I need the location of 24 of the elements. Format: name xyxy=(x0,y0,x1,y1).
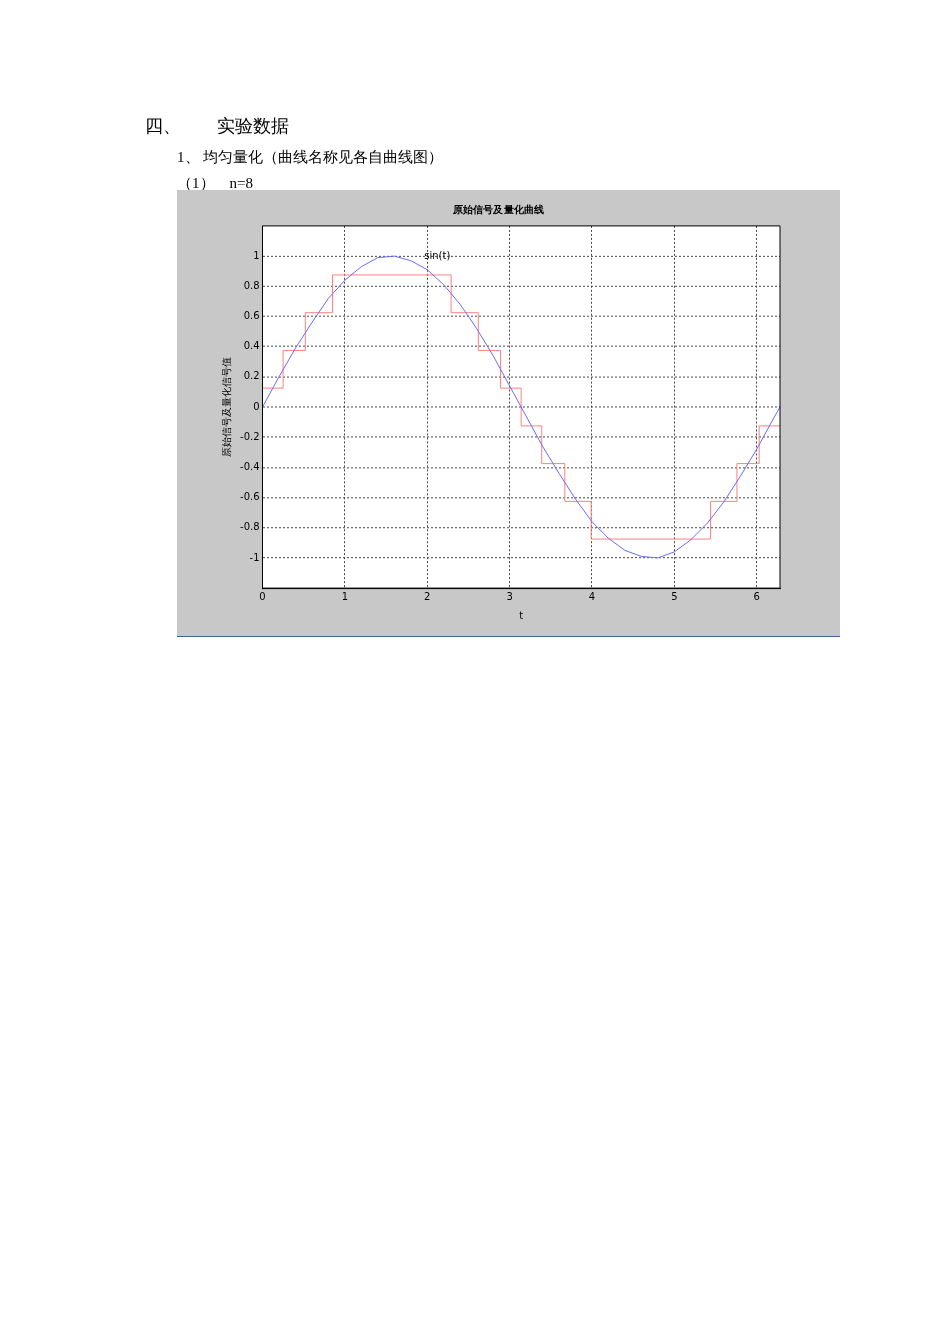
y-tick-label: -0.2 xyxy=(240,430,260,442)
text: 1、 均匀量化（曲线名称见各自曲线图） xyxy=(177,148,444,167)
y-tick-label: 0.6 xyxy=(243,310,260,322)
y-tick-label: 0.8 xyxy=(243,279,260,291)
y-tick-label: -1 xyxy=(249,551,260,563)
y-axis-title: 原始信号及量化信号值 xyxy=(220,357,232,457)
text: （1） n=8 xyxy=(177,174,253,193)
y-tick-label: -0.6 xyxy=(240,491,260,503)
x-tick-label: 5 xyxy=(671,590,678,602)
y-tick-label: 0.2 xyxy=(243,370,260,382)
y-tick-label: -0.4 xyxy=(240,460,260,472)
x-tick-label: 2 xyxy=(424,590,431,602)
x-axis-title: t xyxy=(519,609,524,621)
text: 四、 实验数据 xyxy=(145,115,289,138)
x-tick-label: 3 xyxy=(506,590,513,602)
chart-title: 原始信号及量化曲线 xyxy=(452,203,544,215)
x-tick-label: 6 xyxy=(753,590,760,602)
x-tick-label: 4 xyxy=(588,590,596,602)
series-label: sin(t) xyxy=(424,249,451,261)
y-tick-label: 1 xyxy=(253,249,260,261)
y-tick-label: 0 xyxy=(253,400,260,412)
y-tick-label: 0.4 xyxy=(243,340,260,352)
x-tick-label: 1 xyxy=(341,590,349,602)
y-tick-label: -0.8 xyxy=(240,521,260,533)
